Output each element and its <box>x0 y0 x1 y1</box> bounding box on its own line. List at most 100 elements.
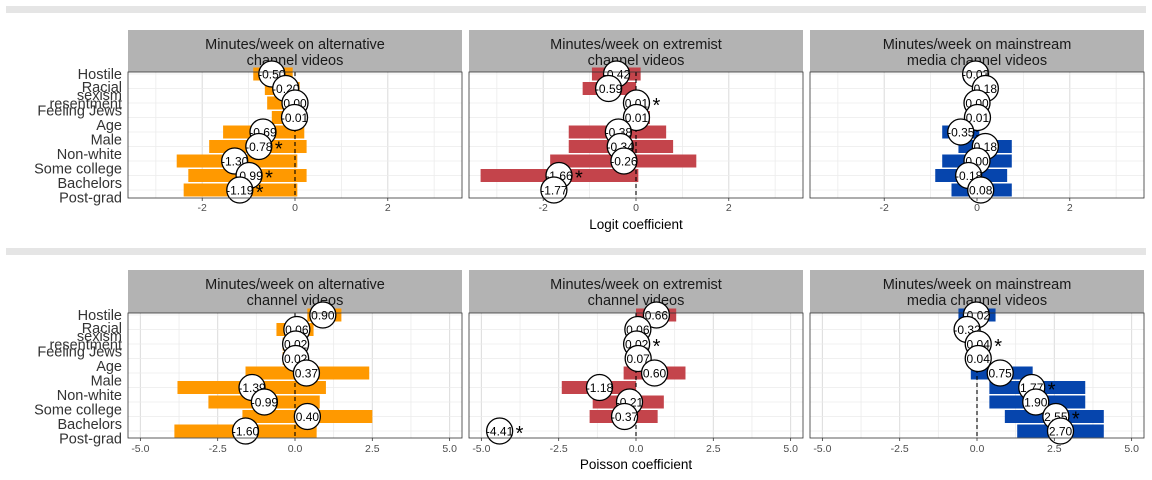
significance-star: * <box>275 139 283 161</box>
estimate-marker <box>245 132 273 161</box>
estimate-marker <box>280 103 309 132</box>
estimate-label: 0.90 <box>311 309 335 323</box>
x-tick-label: 5.0 <box>783 443 798 455</box>
category-label: Hostile <box>78 67 122 83</box>
estimate-marker <box>964 344 992 373</box>
estimate-label: 0.75 <box>989 367 1013 381</box>
x-tick-label: 0 <box>974 202 980 214</box>
estimate-label: 1.90 <box>1024 396 1048 410</box>
estimate-label: -1.19 <box>226 184 254 198</box>
significance-star: * <box>1048 380 1056 402</box>
estimate-marker <box>947 118 975 146</box>
category-label: Feeling Jews <box>37 344 122 360</box>
significance-star: * <box>994 336 1002 358</box>
panel-title-line: Minutes/week on mainstream <box>883 37 1072 53</box>
x-tick-label: -2 <box>539 202 548 214</box>
category-label: Male <box>91 132 122 148</box>
significance-star: * <box>265 168 273 190</box>
estimate-label: -0.78 <box>245 140 273 154</box>
section-separator <box>6 6 1146 13</box>
x-tick-label: 2 <box>726 202 732 214</box>
x-tick-label: -2 <box>880 202 889 214</box>
estimate-marker <box>640 359 669 387</box>
x-tick-label: 0 <box>633 202 639 214</box>
estimate-label: 0.60 <box>643 367 667 381</box>
estimate-label: 0.37 <box>295 367 319 381</box>
x-tick-label: 5.0 <box>442 443 457 455</box>
category-label: Some college <box>34 161 122 177</box>
estimate-marker <box>642 301 671 329</box>
significance-star: * <box>516 423 524 445</box>
panel-title-line: channel videos <box>588 293 685 309</box>
x-tick-label: -2.5 <box>550 443 568 455</box>
category-label: Hostile <box>78 308 122 324</box>
panel-strip <box>469 270 803 313</box>
estimate-marker <box>585 373 614 402</box>
x-tick-label: 2.5 <box>1047 443 1062 455</box>
x-tick-label: -5.0 <box>813 443 831 455</box>
category-label: Bachelors <box>58 417 122 433</box>
panel-title-line: Minutes/week on extremist <box>550 37 722 53</box>
estimate-marker <box>610 147 638 175</box>
x-tick-label: 2 <box>385 202 391 214</box>
estimate-marker <box>293 402 322 431</box>
category-label: Age <box>96 359 122 375</box>
category-label: Post-grad <box>59 190 122 206</box>
x-tick-label: -5.0 <box>131 443 149 455</box>
category-label: Male <box>91 373 122 389</box>
x-tick-label: 2 <box>1067 202 1073 214</box>
estimate-marker <box>226 176 254 204</box>
x-tick-label: 2.5 <box>365 443 380 455</box>
x-tick-label: 2.5 <box>706 443 721 455</box>
panel-strip <box>128 30 462 72</box>
category-label: resentment <box>49 97 122 113</box>
x-axis-title: Poisson coefficient <box>580 457 693 472</box>
x-tick-label: 0 <box>292 202 298 214</box>
estimate-marker <box>250 388 279 416</box>
category-label: Post-grad <box>59 431 122 447</box>
panel-title-line: Minutes/week on extremist <box>550 277 722 293</box>
panel-title-line: media channel videos <box>907 293 1047 309</box>
estimate-label: 0.01 <box>966 111 990 125</box>
category-label: Bachelors <box>58 176 122 192</box>
x-tick-label: -2.5 <box>891 443 909 455</box>
estimate-marker <box>540 176 568 204</box>
category-label: sexism <box>77 88 122 104</box>
estimate-label: -0.37 <box>611 410 639 424</box>
significance-star: * <box>256 182 264 204</box>
estimate-label: -0.59 <box>595 82 623 96</box>
estimate-label: -1.18 <box>586 381 614 395</box>
category-label: Some college <box>34 402 122 418</box>
significance-star: * <box>653 336 661 358</box>
estimate-label: 0.08 <box>969 184 993 198</box>
estimate-label: 0.01 <box>625 111 649 125</box>
panel-strip <box>469 30 803 72</box>
significance-star: * <box>652 95 660 117</box>
x-tick-label: -5.0 <box>472 443 490 455</box>
x-tick-label: 0.0 <box>970 443 985 455</box>
estimate-marker <box>986 359 1014 387</box>
panel-title-line: Minutes/week on alternative <box>205 277 385 293</box>
x-axis-title: Logit coefficient <box>589 217 683 232</box>
estimate-marker <box>967 176 995 204</box>
estimate-label: -0.99 <box>251 396 279 410</box>
estimate-marker <box>1022 388 1050 416</box>
estimate-label: 0.07 <box>626 352 650 366</box>
estimate-marker <box>1046 417 1075 445</box>
x-tick-label: 0.0 <box>288 443 303 455</box>
estimate-label: 0.04 <box>967 352 991 366</box>
category-label: Feeling Jews <box>37 103 122 119</box>
estimate-marker <box>610 402 639 431</box>
estimate-marker <box>485 417 514 445</box>
estimate-label: 0.40 <box>296 410 320 424</box>
section-separator <box>6 248 1146 255</box>
panel-title-line: Minutes/week on mainstream <box>883 277 1072 293</box>
